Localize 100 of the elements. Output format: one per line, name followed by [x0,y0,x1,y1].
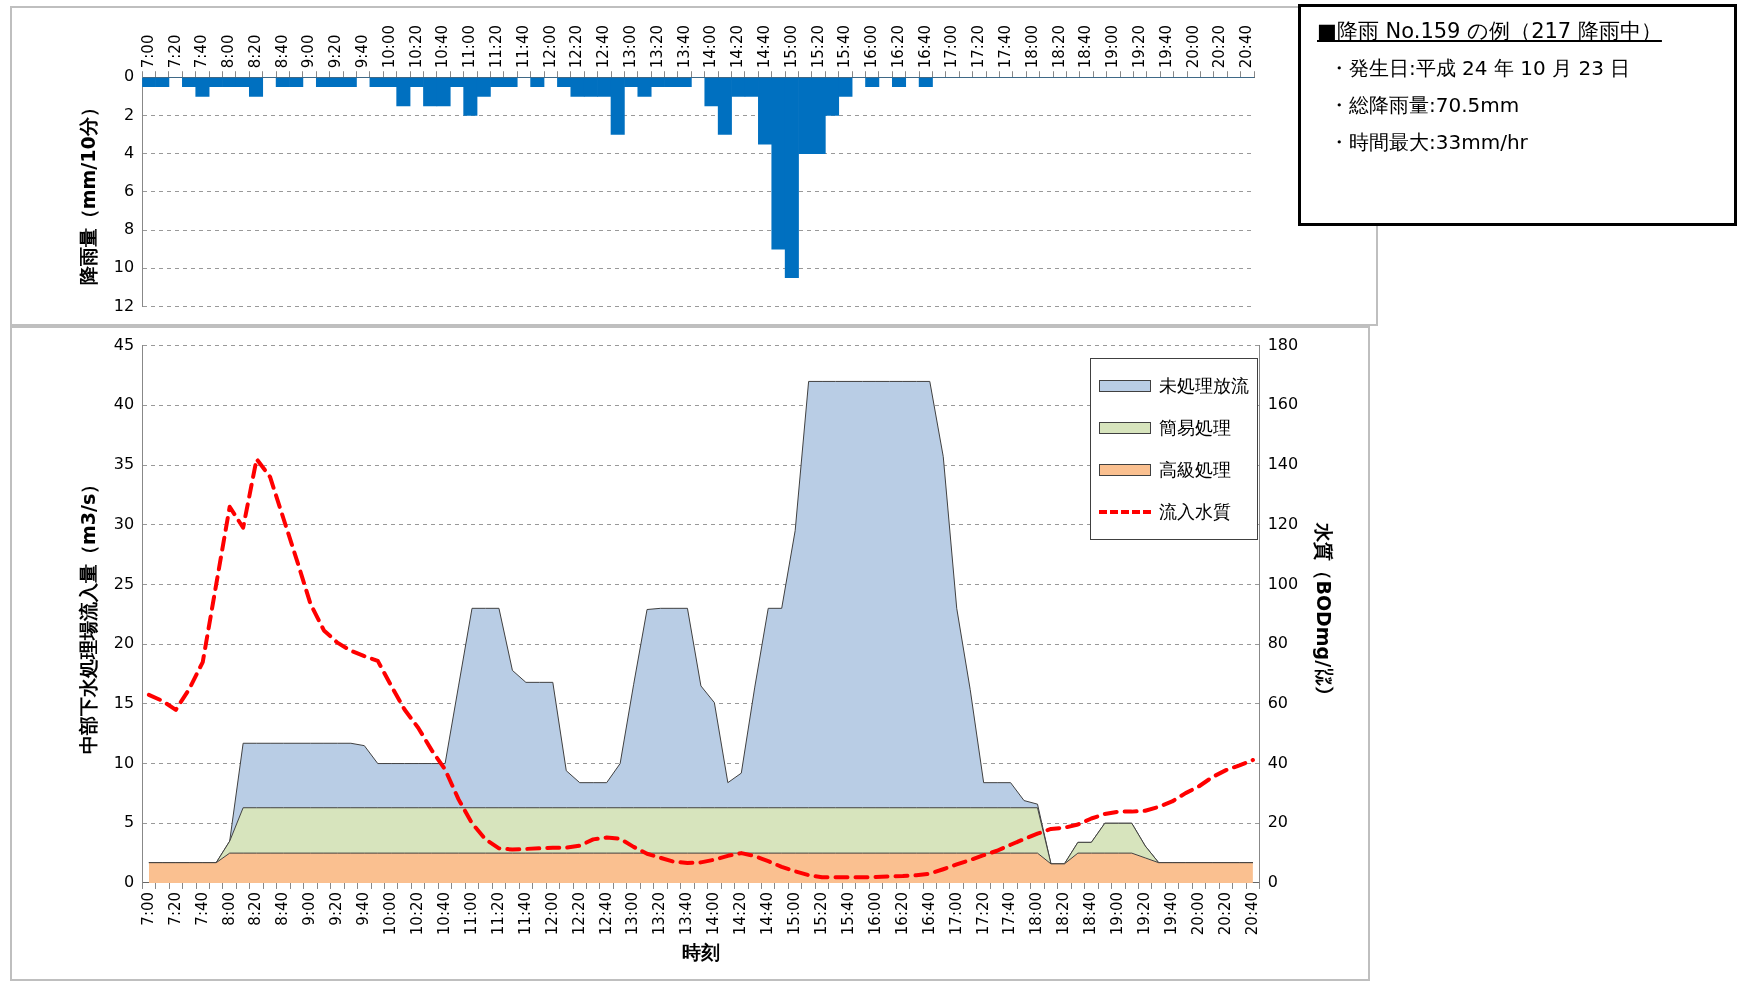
x-tick-label: 20:00 [1183,24,1202,69]
x-tick-label: 19:20 [1135,891,1154,936]
x-tick-label: 9:40 [353,34,372,69]
y-tick-label: 0 [123,872,135,892]
x-tick-label: 8:40 [273,891,292,926]
x-tick-label: 7:20 [165,34,184,69]
x-tick-label: 12:00 [542,891,561,936]
x-tick-label: 16:40 [919,891,938,936]
x-tick-label: 13:40 [674,24,693,69]
x-tick-label: 12:00 [540,24,559,69]
y-tick-label: 15 [113,693,135,712]
y-tick-label: 5 [123,812,135,832]
legend-label: 流入水質 [1158,499,1231,524]
y-tick-label: 10 [113,257,135,277]
y2-tick-label: 0 [1267,872,1278,892]
text: ・総降雨量:70.5mm [1329,92,1521,119]
x-tick-label: 15:40 [835,24,854,69]
x-tick-label: 15:00 [785,891,804,936]
x-tick-label: 14:00 [701,24,720,69]
x-tick-label: 14:00 [704,891,723,936]
y2-tick-label: 140 [1267,454,1299,474]
x-tick-label: 13:40 [677,891,696,936]
x-tick-label: 10:00 [379,24,398,69]
x-tick-label: 11:40 [515,891,534,936]
y2-axis-title: 水質（BODmg/㍑） [1312,522,1335,706]
y-tick-label: 35 [113,454,135,474]
y2-tick-label: 160 [1267,394,1299,414]
y-tick-label: 2 [123,104,135,124]
legend-label: 高級処理 [1158,457,1231,482]
x-tick-label: 13:00 [620,24,639,69]
x-tick-label: 11:20 [488,891,507,936]
x-tick-label: 13:20 [647,24,666,69]
x-tick-label: 10:00 [381,891,400,936]
x-tick-label: 8:00 [219,34,238,69]
y-tick-label: 25 [113,573,135,593]
x-tick-label: 16:00 [862,24,881,69]
x-tick-label: 20:00 [1188,891,1207,936]
x-tick-label: 17:20 [969,24,988,69]
x-tick-label: 9:00 [300,891,319,926]
x-tick-label: 11:40 [513,24,532,69]
y-tick-label: 10 [113,752,135,772]
y2-tick-label: 40 [1267,752,1289,772]
y-axis-title: 中部下水処理場流入量（m3/s） [77,474,100,754]
x-tick-label: 14:20 [731,891,750,936]
x-tick-label: 17:00 [942,24,961,69]
x-tick-label: 14:40 [758,891,777,936]
text: ■降雨 No.159 の例（217 降雨中） [1317,18,1663,45]
x-tick-label: 18:20 [1054,891,1073,936]
text: ・時間最大:33mm/hr [1329,129,1529,156]
x-tick-label: 8:40 [272,34,291,69]
x-tick-label: 18:00 [1027,891,1046,936]
x-tick-label: 20:40 [1237,24,1256,69]
x-tick-label: 11:00 [461,891,480,936]
x-tick-label: 15:20 [808,24,827,69]
x-tick-label: 12:40 [594,24,613,69]
x-tick-label: 8:00 [219,891,238,926]
x-tick-label: 17:40 [1000,891,1019,936]
x-tick-label: 20:20 [1215,891,1234,936]
y-tick-label: 12 [113,295,135,315]
x-tick-label: 8:20 [246,891,265,926]
y2-tick-label: 20 [1267,812,1289,832]
x-tick-label: 13:20 [650,891,669,936]
x-tick-label: 19:00 [1108,891,1127,936]
x-tick-label: 16:40 [915,24,934,69]
y-tick-label: 30 [113,513,135,533]
y-tick-label: 40 [113,394,135,414]
x-tick-label: 16:20 [892,891,911,936]
text: ・発生日:平成 24 年 10 月 23 日 [1329,55,1632,82]
x-tick-label: 8:20 [245,34,264,69]
x-tick-label: 11:00 [460,24,479,69]
x-tick-label: 7:00 [138,34,157,69]
x-tick-label: 18:40 [1081,891,1100,936]
x-tick-label: 17:40 [996,24,1015,69]
x-tick-label: 15:00 [781,24,800,69]
x-tick-label: 18:40 [1076,24,1095,69]
y-tick-label: 20 [113,633,135,653]
x-tick-label: 12:20 [569,891,588,936]
x-tick-label: 13:00 [623,891,642,936]
y-axis-title: 降雨量（mm/10分） [77,98,100,286]
y2-tick-label: 100 [1267,573,1299,593]
x-tick-label: 9:20 [327,891,346,926]
x-tick-label: 10:20 [406,24,425,69]
x-tick-label: 11:20 [487,24,506,69]
x-tick-label: 18:20 [1049,24,1068,69]
y2-tick-label: 180 [1267,334,1299,354]
x-tick-label: 16:20 [888,24,907,69]
x-tick-label: 9:40 [354,891,373,926]
x-tick-label: 19:20 [1130,24,1149,69]
y2-tick-label: 60 [1267,693,1289,712]
x-tick-label: 14:40 [754,24,773,69]
x-axis-title: 時刻 [681,940,720,963]
x-tick-label: 7:00 [138,891,157,926]
x-tick-label: 17:00 [946,891,965,936]
x-tick-label: 15:20 [811,891,830,936]
x-tick-label: 10:40 [434,891,453,936]
x-tick-label: 12:20 [567,24,586,69]
y2-tick-label: 80 [1267,633,1289,653]
y-tick-label: 8 [123,219,135,239]
y-tick-label: 4 [123,142,135,162]
legend-label: 簡易処理 [1158,415,1231,440]
